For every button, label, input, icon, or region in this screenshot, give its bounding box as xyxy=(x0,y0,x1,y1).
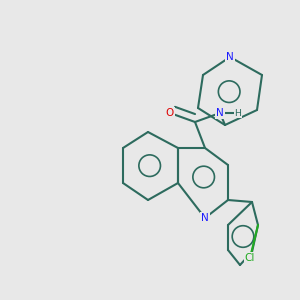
Text: Cl: Cl xyxy=(245,253,255,263)
Text: N: N xyxy=(216,108,224,118)
Text: H: H xyxy=(235,109,242,118)
Text: O: O xyxy=(166,108,174,118)
Text: N: N xyxy=(201,213,209,223)
Text: N: N xyxy=(226,52,234,62)
